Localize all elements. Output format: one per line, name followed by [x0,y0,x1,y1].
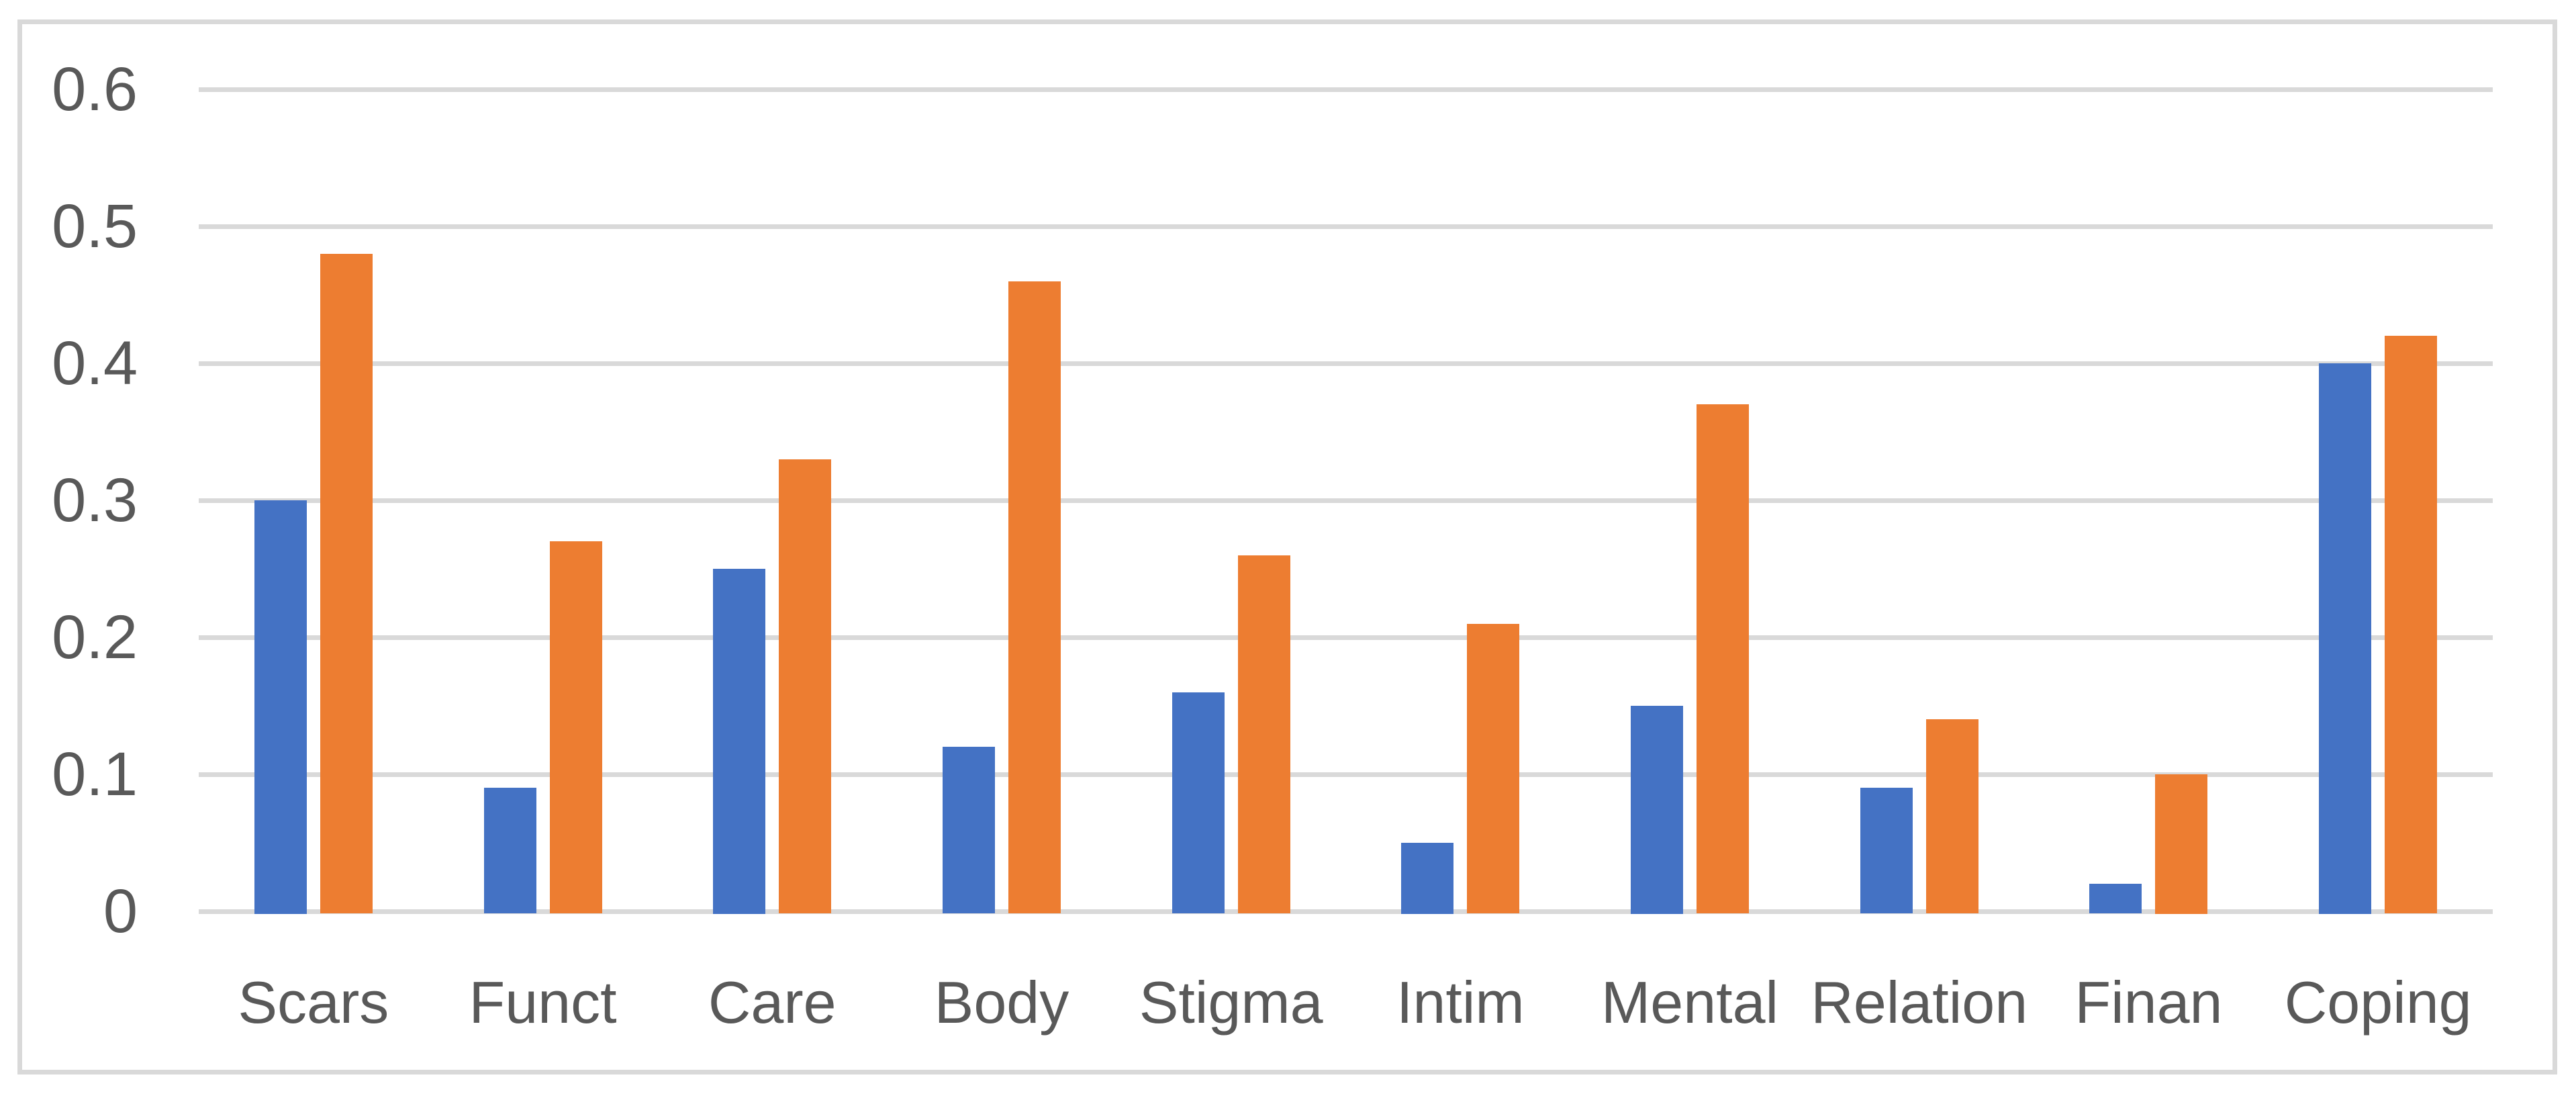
gridline-0.2 [199,635,2493,640]
bar-series1-blue-scars [254,500,307,914]
y-tick-label-0.2: 0.2 [52,603,138,672]
bar-series1-blue-care [713,569,766,914]
bar-series2-orange-relation [1925,719,1978,914]
bar-series1-blue-intim [1401,843,1454,914]
y-tick-label-0.4: 0.4 [52,329,138,398]
bar-series1-blue-finan [2089,884,2142,914]
x-category-label-stigma: Stigma [1139,969,1323,1036]
gridline-0.1 [199,772,2493,777]
gridline-0.6 [199,87,2493,92]
bar-series1-blue-relation [1860,788,1913,914]
bar-series2-orange-body [1008,281,1061,914]
y-tick-label-0.5: 0.5 [52,192,138,261]
bar-series2-orange-care [779,459,832,914]
bar-series2-orange-coping [2385,336,2438,914]
bar-series1-blue-coping [2319,363,2372,914]
bar-series1-blue-mental [1631,706,1684,914]
bar-series1-blue-body [942,747,995,914]
gridline-0.5 [199,224,2493,229]
bar-series1-blue-funct [483,788,536,914]
x-category-label-mental: Mental [1601,969,1779,1036]
gridline-0 [199,909,2493,914]
y-tick-label-0: 0 [103,877,138,946]
x-category-label-intim: Intim [1396,969,1525,1036]
bar-series2-orange-funct [549,541,602,914]
bar-series2-orange-stigma [1237,555,1290,914]
x-category-label-relation: Relation [1811,969,2028,1036]
y-tick-label-0.3: 0.3 [52,466,138,535]
y-tick-label-0.1: 0.1 [52,740,138,809]
y-tick-label-0.6: 0.6 [52,55,138,124]
x-category-label-funct: Funct [469,969,617,1036]
bar-series1-blue-stigma [1172,692,1225,914]
gridline-0.4 [199,361,2493,366]
bar-series2-orange-intim [1467,623,1520,914]
bar-series2-orange-scars [320,253,373,914]
bar-series2-orange-finan [2155,774,2208,914]
gridline-0.3 [199,498,2493,503]
x-category-label-finan: Finan [2074,969,2223,1036]
x-category-label-body: Body [934,969,1069,1036]
x-category-label-scars: Scars [238,969,389,1036]
x-category-label-care: Care [708,969,837,1036]
x-category-label-coping: Coping [2284,969,2472,1036]
bar-series2-orange-mental [1697,404,1750,914]
